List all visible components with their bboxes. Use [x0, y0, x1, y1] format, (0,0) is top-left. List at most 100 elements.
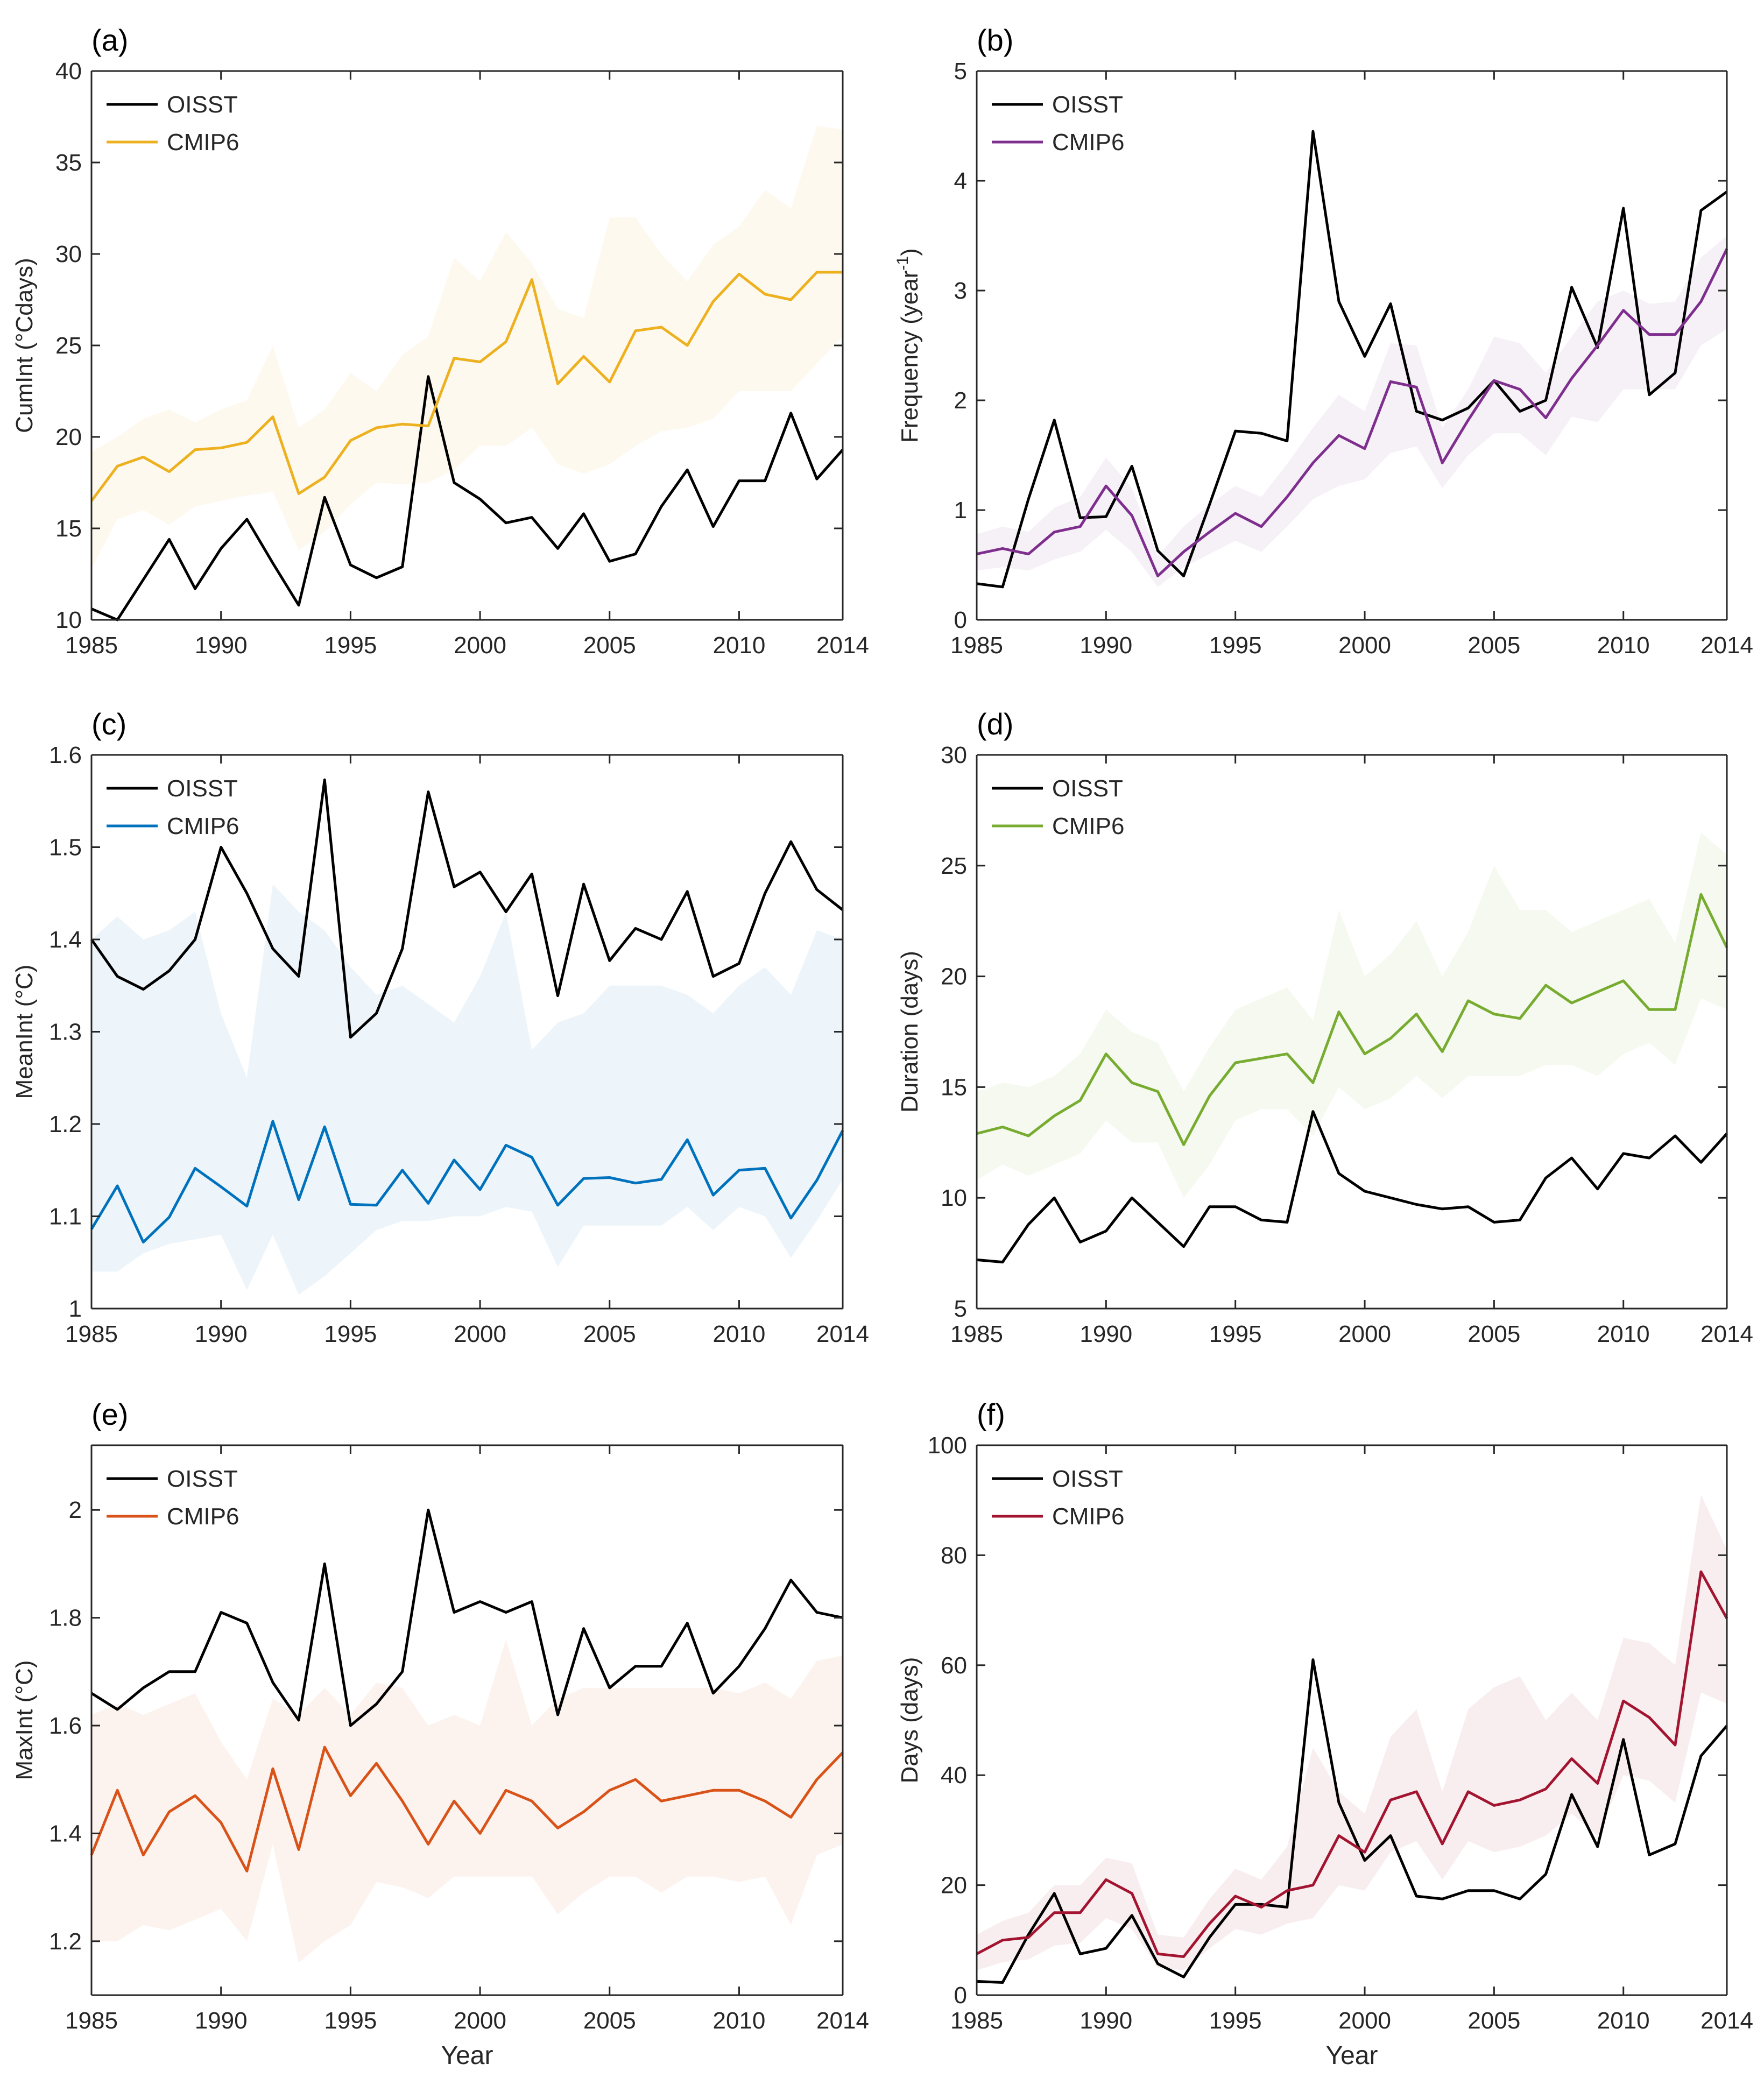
cmip6-range-band	[91, 126, 843, 569]
y-tick-label: 2	[954, 387, 967, 414]
y-tick-label: 1.4	[49, 1820, 82, 1847]
plot-area	[91, 755, 843, 1309]
y-tick-label: 1.2	[49, 1111, 82, 1137]
y-tick-label: 3	[954, 278, 967, 304]
x-tick-label: 2000	[454, 1321, 506, 1347]
cmip6-series-line	[90, 1120, 844, 1243]
y-tick-label: 60	[941, 1652, 967, 1679]
x-tick-label: 2000	[1338, 2008, 1391, 2034]
y-tick-label: 1.6	[49, 742, 82, 768]
cmip6-series-line	[976, 1570, 1728, 1958]
x-tick-label: 2010	[713, 632, 766, 659]
x-tick-label: 2000	[454, 632, 506, 659]
y-tick-label: 40	[941, 1762, 967, 1789]
oisst-series-line	[91, 375, 844, 621]
chart-c: 1985 1990 1995 2000 2005 2010 2014 1 1.1 1.2 1.3 1.…	[11, 707, 869, 1347]
y-tick-label: 100	[928, 1432, 967, 1459]
cmip6-series-line	[90, 1745, 844, 1872]
y-tick-label: 1.5	[49, 835, 82, 861]
panel-label: (f)	[977, 1397, 1005, 1431]
cmip6-range-band	[91, 884, 843, 1295]
y-tick-label: 15	[55, 515, 82, 542]
x-tick-label: 1995	[324, 1321, 377, 1347]
panel-label: (c)	[91, 707, 126, 741]
chart-d: 1985 1990 1995 2000 2005 2010 2014 5 10 15 20 25 30 D…	[897, 707, 1753, 1347]
plot-area	[977, 1445, 1727, 1995]
plot-area	[91, 1445, 843, 1995]
cmip6-series-line	[976, 893, 1728, 1146]
x-tick-label: 1990	[1079, 2008, 1132, 2034]
y-axis-label-end: )	[897, 248, 923, 256]
y-tick-label: 0	[954, 1982, 967, 2009]
legend-oisst-label: OISST	[167, 91, 238, 118]
x-tick-label: 2005	[583, 2008, 636, 2034]
x-tick-label: 2014	[1701, 2008, 1753, 2034]
x-tick-label: 1995	[1209, 632, 1262, 659]
x-tick-label: 1990	[1079, 1321, 1132, 1347]
x-tick-label: 1985	[65, 632, 118, 659]
legend-oisst-label: OISST	[167, 775, 238, 802]
x-tick-label: 1995	[1209, 1321, 1262, 1347]
x-tick-label: 2005	[1467, 2008, 1520, 2034]
legend-cmip6-label: CMIP6	[1052, 813, 1124, 839]
y-axis-label: MaxInt (°C)	[11, 1660, 38, 1780]
x-tick-label: 2000	[1338, 632, 1391, 659]
x-tick-label: 2014	[816, 1321, 869, 1347]
x-tick-label: 2005	[583, 632, 636, 659]
x-tick-label: 1985	[950, 632, 1003, 659]
y-tick-label: 1	[69, 1296, 82, 1322]
plot-area	[91, 71, 843, 620]
legend-oisst-label: OISST	[1052, 1466, 1123, 1492]
x-tick-label: 2010	[1597, 632, 1650, 659]
x-tick-label: 2014	[1701, 632, 1753, 659]
cmip6-range-band	[91, 1639, 843, 1963]
x-tick-label: 1985	[65, 1321, 118, 1347]
legend-oisst-label: OISST	[1052, 775, 1123, 802]
x-tick-label: 2010	[1597, 2008, 1650, 2034]
panel-label: (a)	[91, 23, 128, 57]
legend-cmip6-label: CMIP6	[167, 1503, 239, 1530]
x-tick-label: 2000	[1338, 1321, 1391, 1347]
cmip6-series-line	[90, 271, 843, 502]
y-tick-label: 80	[941, 1542, 967, 1568]
legend-oisst-label: OISST	[167, 1466, 238, 1492]
y-axis-label: CumInt (°Cdays)	[11, 258, 38, 433]
chart-b: 1985 1990 1995 2000 2005 2010 2014 0 1 2 3 4 5 Freque…	[894, 23, 1753, 659]
x-tick-label: 1995	[324, 632, 377, 659]
y-tick-label: 30	[55, 241, 82, 267]
chart-e: 1985 1990 1995 2000 2005 2010 2014 1.2 1.4 1.6 1.8…	[11, 1397, 869, 2070]
y-tick-label: 30	[941, 742, 967, 768]
y-tick-label: 20	[941, 964, 967, 990]
y-axis-label: Days (days)	[897, 1657, 923, 1784]
legend-cmip6-label: CMIP6	[1052, 1503, 1124, 1530]
y-tick-label: 25	[941, 853, 967, 879]
x-tick-label: 1990	[195, 2008, 248, 2034]
x-tick-label: 2010	[713, 2008, 766, 2034]
cmip6-range-band	[977, 236, 1727, 587]
x-tick-label: 1985	[65, 2008, 118, 2034]
y-tick-label: 1.4	[49, 927, 82, 953]
y-axis-label-superscript: -1	[894, 256, 912, 271]
y-tick-label: 1.8	[49, 1605, 82, 1631]
chart-f: 1985 1990 1995 2000 2005 2010 2014 0 20 40 60 80 100…	[897, 1397, 1753, 2070]
legend-oisst-label: OISST	[1052, 91, 1123, 118]
x-tick-label: 2014	[816, 2008, 869, 2034]
y-axis-label: MeanInt (°C)	[11, 965, 38, 1099]
x-axis-title: Year	[441, 2041, 493, 2070]
cmip6-series-line	[976, 248, 1728, 577]
oisst-series-line	[976, 1110, 1728, 1264]
y-tick-label: 1	[954, 497, 967, 524]
x-tick-label: 2005	[1467, 632, 1520, 659]
y-tick-label: 5	[954, 1296, 967, 1322]
plot-area	[977, 71, 1727, 620]
y-tick-label: 2	[69, 1497, 82, 1523]
y-tick-label: 15	[941, 1074, 967, 1100]
x-tick-label: 1985	[950, 1321, 1003, 1347]
y-axis-label: Duration (days)	[897, 951, 923, 1113]
y-tick-label: 40	[55, 58, 82, 84]
oisst-series-line	[976, 1658, 1728, 1984]
x-tick-label: 1985	[950, 2008, 1003, 2034]
legend-cmip6-label: CMIP6	[167, 129, 239, 156]
y-axis-label: Frequency (year-1)	[894, 248, 923, 443]
